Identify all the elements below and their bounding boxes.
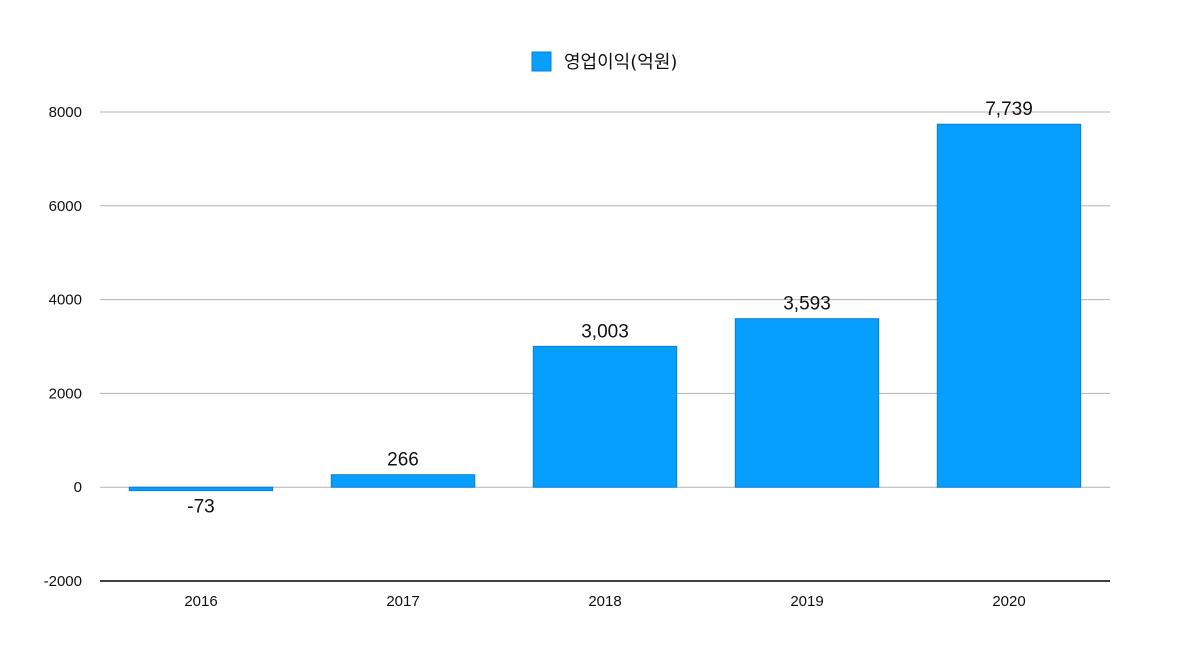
y-tick-label: 4000 (49, 292, 82, 309)
y-tick-label: 6000 (49, 198, 82, 215)
x-tick-label: 2020 (992, 593, 1025, 610)
legend-label: 영업이익(억원) (564, 52, 677, 73)
data-label: 3,003 (581, 321, 629, 342)
data-label: 7,739 (985, 99, 1033, 120)
bar (734, 318, 880, 488)
x-tick-label: 2017 (386, 593, 419, 610)
y-tick-label: 8000 (49, 104, 82, 121)
data-label: 266 (387, 450, 419, 471)
x-tick-label: 2018 (588, 593, 621, 610)
x-tick-label: 2019 (790, 593, 823, 610)
labels: 8000 6000 4000 2000 0 -2000 -73 2016 266 2017 3,00… (44, 99, 1033, 610)
x-tick-label: 2016 (184, 593, 217, 610)
bar (330, 474, 476, 488)
bar (128, 486, 274, 492)
bar (532, 345, 678, 488)
legend-swatch (531, 51, 552, 72)
data-label: -73 (187, 497, 214, 518)
legend: 영업이익(억원) (531, 51, 677, 73)
y-tick-label: 0 (74, 479, 82, 496)
data-label: 3,593 (783, 294, 831, 315)
bars (128, 123, 1082, 492)
y-tick-label: -2000 (44, 573, 82, 590)
y-tick-label: 2000 (49, 385, 82, 402)
bar (936, 123, 1082, 488)
